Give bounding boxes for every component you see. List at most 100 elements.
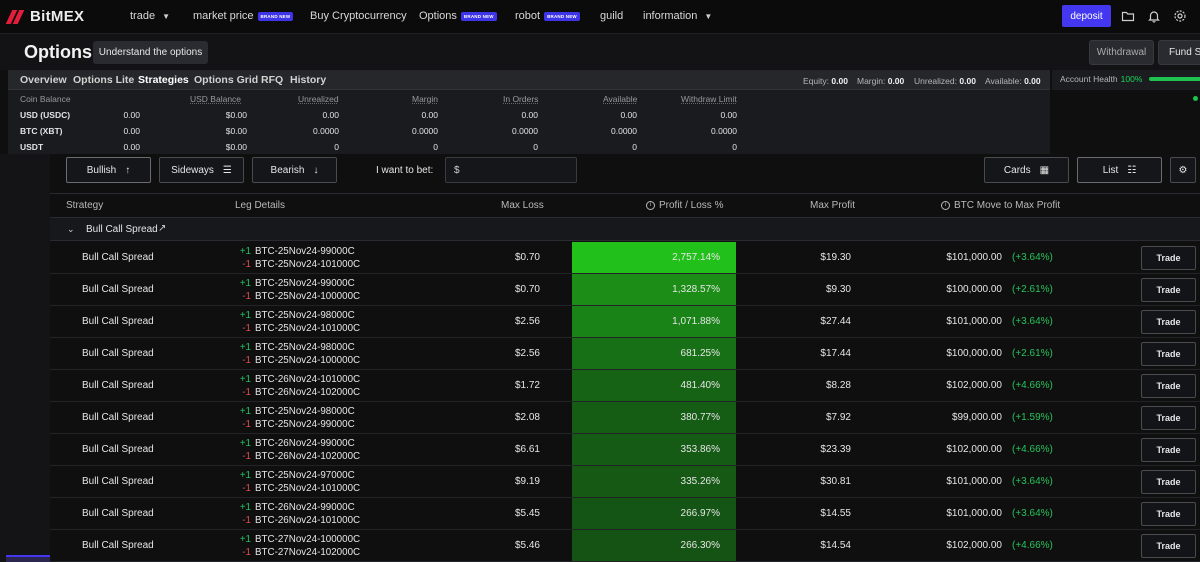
bell-icon[interactable] [1147, 9, 1161, 23]
trade-button[interactable]: Trade [1141, 502, 1196, 526]
leg-instrument[interactable]: BTC-26Nov24-99000C [255, 438, 355, 449]
strategy-row[interactable]: Bull Call Spread +1 BTC-26Nov24-99000C -1 BT… [50, 498, 1200, 530]
strategy-row[interactable]: Bull Call Spread +1 BTC-25Nov24-99000C -1 BT… [50, 274, 1200, 306]
trade-button[interactable]: Trade [1141, 406, 1196, 430]
leg-instrument[interactable]: BTC-26Nov24-101000C [255, 374, 361, 385]
nav-information[interactable]: information ▼ [643, 10, 712, 22]
strategy-row[interactable]: Bull Call Spread +1 BTC-26Nov24-99000C -1 BT… [50, 434, 1200, 466]
rail-scroll-indicator[interactable] [6, 555, 90, 562]
balance-cell-available: 0.0000 [611, 126, 637, 136]
balance-cell-available: 0 [632, 142, 637, 152]
nav-robot[interactable]: robot BRAND NEW [515, 10, 580, 22]
account-health-value: 100% [1120, 74, 1143, 84]
strategy-row[interactable]: Bull Call Spread +1 BTC-25Nov24-98000C -1 BT… [50, 338, 1200, 370]
leg-instrument[interactable]: BTC-26Nov24-102000C [255, 451, 361, 462]
max-profit-value: $7.92 [825, 412, 851, 423]
column-strategy[interactable]: Strategy [66, 200, 104, 211]
folder-icon[interactable] [1121, 9, 1135, 23]
trade-button[interactable]: Trade [1141, 278, 1196, 302]
strategy-row[interactable]: Bull Call Spread +1 BTC-25Nov24-99000C -1 BT… [50, 242, 1200, 274]
leg-qty-buy: +1 [239, 342, 251, 353]
leg-instrument[interactable]: BTC-25Nov24-100000C [255, 291, 361, 302]
leg-instrument[interactable]: BTC-25Nov24-98000C [255, 310, 355, 321]
nav-trade[interactable]: trade ▼ [130, 10, 170, 22]
fund-button[interactable]: Fund Se [1158, 40, 1200, 65]
tab-options-grid[interactable]: Options Grid [194, 74, 259, 86]
leg-details: +1 BTC-25Nov24-99000C -1 BTC-25Nov24-100000… [235, 277, 360, 303]
account-health-bar [1149, 77, 1200, 81]
tab-history[interactable]: History [290, 74, 327, 86]
sideways-filter-button[interactable]: Sideways ☰ [159, 157, 244, 183]
leg-instrument[interactable]: BTC-25Nov24-100000C [255, 355, 361, 366]
tab-strategies[interactable]: Strategies [138, 74, 189, 86]
leg-instrument[interactable]: BTC-25Nov24-99000C [255, 278, 355, 289]
column-btc-move[interactable]: i BTC Move to Max Profit [941, 193, 1060, 218]
deposit-button[interactable]: deposit [1062, 5, 1111, 27]
column-max-profit[interactable]: Max Profit [810, 200, 856, 211]
bullish-filter-button[interactable]: Bullish ↑ [66, 157, 151, 183]
trade-button[interactable]: Trade [1141, 470, 1196, 494]
leg-instrument[interactable]: BTC-27Nov24-100000C [255, 534, 361, 545]
leg-instrument[interactable]: BTC-27Nov24-102000C [255, 547, 361, 558]
tab-overview[interactable]: Overview [20, 74, 67, 86]
bitmex-logo[interactable]: BitMEX [5, 8, 84, 25]
strategy-row[interactable]: Bull Call Spread +1 BTC-25Nov24-98000C -1 BT… [50, 306, 1200, 338]
leg-instrument[interactable]: BTC-25Nov24-98000C [255, 342, 355, 353]
withdrawal-button[interactable]: Withdrawal [1089, 40, 1154, 65]
strategy-group-header[interactable]: ⌄ Bull Call Spread ↗ [50, 218, 1200, 241]
external-link-icon[interactable]: ↗ [158, 223, 167, 234]
understand-options-button[interactable]: Understand the options [93, 41, 208, 64]
bearish-filter-button[interactable]: Bearish ↓ [252, 157, 337, 183]
leg-instrument[interactable]: BTC-25Nov24-101000C [255, 323, 361, 334]
leg-qty-buy: +1 [239, 406, 251, 417]
filter-settings-button[interactable]: ⚙ [1170, 157, 1196, 183]
arrow-down-icon: ↓ [313, 164, 319, 176]
column-profit-loss[interactable]: i Profit / Loss % [646, 193, 723, 218]
trade-button[interactable]: Trade [1141, 534, 1196, 558]
column-leg-details[interactable]: Leg Details [235, 200, 286, 211]
list-view-button[interactable]: List ☷ [1077, 157, 1162, 183]
strategy-row[interactable]: Bull Call Spread +1 BTC-25Nov24-97000C -1 BT… [50, 466, 1200, 498]
nav-market-price[interactable]: market price BRAND NEW [193, 10, 294, 22]
strategy-name: Bull Call Spread [82, 252, 154, 263]
trade-button[interactable]: Trade [1141, 438, 1196, 462]
trade-button[interactable]: Trade [1141, 342, 1196, 366]
bet-amount-input[interactable]: $ [445, 157, 577, 183]
leg-qty-buy: +1 [239, 278, 251, 289]
leg-instrument[interactable]: BTC-26Nov24-101000C [255, 515, 361, 526]
leg-sell: -1 BTC-27Nov24-102000C [235, 546, 360, 559]
nav-options[interactable]: Options BRAND NEW [419, 10, 497, 22]
tab-rfq[interactable]: RFQ [261, 74, 284, 86]
leg-instrument[interactable]: BTC-25Nov24-98000C [255, 406, 355, 417]
info-icon[interactable]: i [646, 201, 655, 210]
max-profit-value: $8.28 [825, 380, 851, 391]
nav-guild[interactable]: guild [600, 10, 623, 22]
settings-gear-icon[interactable] [1173, 9, 1187, 23]
leg-instrument[interactable]: BTC-26Nov24-99000C [255, 502, 355, 513]
leg-instrument[interactable]: BTC-25Nov24-101000C [255, 483, 361, 494]
info-icon[interactable]: i [941, 201, 950, 210]
leg-instrument[interactable]: BTC-25Nov24-99000C [255, 419, 355, 430]
leg-qty-sell: -1 [242, 515, 251, 526]
tab-options-lite[interactable]: Options Lite [73, 74, 135, 86]
leg-instrument[interactable]: BTC-25Nov24-97000C [255, 470, 355, 481]
leg-instrument[interactable]: BTC-26Nov24-102000C [255, 387, 361, 398]
leg-buy: +1 BTC-26Nov24-99000C [235, 437, 360, 450]
max-profit-value: $14.55 [820, 508, 851, 519]
chevron-down-icon[interactable]: ⌄ [67, 224, 75, 234]
trade-button[interactable]: Trade [1141, 310, 1196, 334]
cards-view-button[interactable]: Cards ▦ [984, 157, 1069, 183]
btc-move-percent: (+2.61%) [1012, 284, 1053, 295]
nav-buy-crypto[interactable]: Buy Cryptocurrency [310, 10, 407, 22]
trade-button[interactable]: Trade [1141, 246, 1196, 270]
trade-button[interactable]: Trade [1141, 374, 1196, 398]
bearish-label: Bearish [270, 164, 305, 176]
strategy-row[interactable]: Bull Call Spread +1 BTC-27Nov24-100000C -1 B… [50, 530, 1200, 562]
balance-cell-in-orders: 0 [533, 142, 538, 152]
strategy-name: Bull Call Spread [82, 540, 154, 551]
strategy-row[interactable]: Bull Call Spread +1 BTC-26Nov24-101000C -1 B… [50, 370, 1200, 402]
leg-instrument[interactable]: BTC-25Nov24-101000C [255, 259, 361, 270]
column-max-loss[interactable]: Max Loss [501, 200, 544, 211]
strategy-row[interactable]: Bull Call Spread +1 BTC-25Nov24-98000C -1 BT… [50, 402, 1200, 434]
leg-instrument[interactable]: BTC-25Nov24-99000C [255, 246, 355, 257]
